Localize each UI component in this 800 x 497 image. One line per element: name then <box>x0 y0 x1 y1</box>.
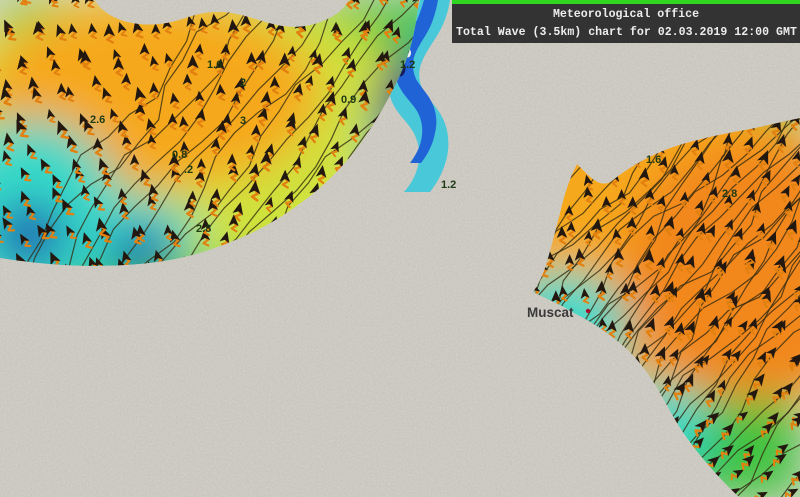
svg-text:3: 3 <box>240 115 246 127</box>
svg-text:1.2: 1.2 <box>441 179 456 191</box>
svg-text:2.8: 2.8 <box>196 223 211 235</box>
svg-text:2: 2 <box>240 77 246 89</box>
svg-text:1.2: 1.2 <box>400 59 415 71</box>
svg-text:.2: .2 <box>184 164 193 176</box>
svg-text:Meteorological office: Meteorological office <box>553 8 699 21</box>
svg-text:Total Wave (3.5km) chart for 0: Total Wave (3.5km) chart for 02.03.2019 … <box>456 26 797 39</box>
svg-text:Muscat: Muscat <box>527 305 574 320</box>
svg-text:0.9: 0.9 <box>341 94 356 106</box>
svg-text:2.8: 2.8 <box>722 188 737 200</box>
svg-text:0.8: 0.8 <box>172 149 187 161</box>
svg-text:1.6: 1.6 <box>646 154 661 166</box>
svg-text:1.6: 1.6 <box>207 59 222 71</box>
svg-text:2.6: 2.6 <box>90 114 105 126</box>
